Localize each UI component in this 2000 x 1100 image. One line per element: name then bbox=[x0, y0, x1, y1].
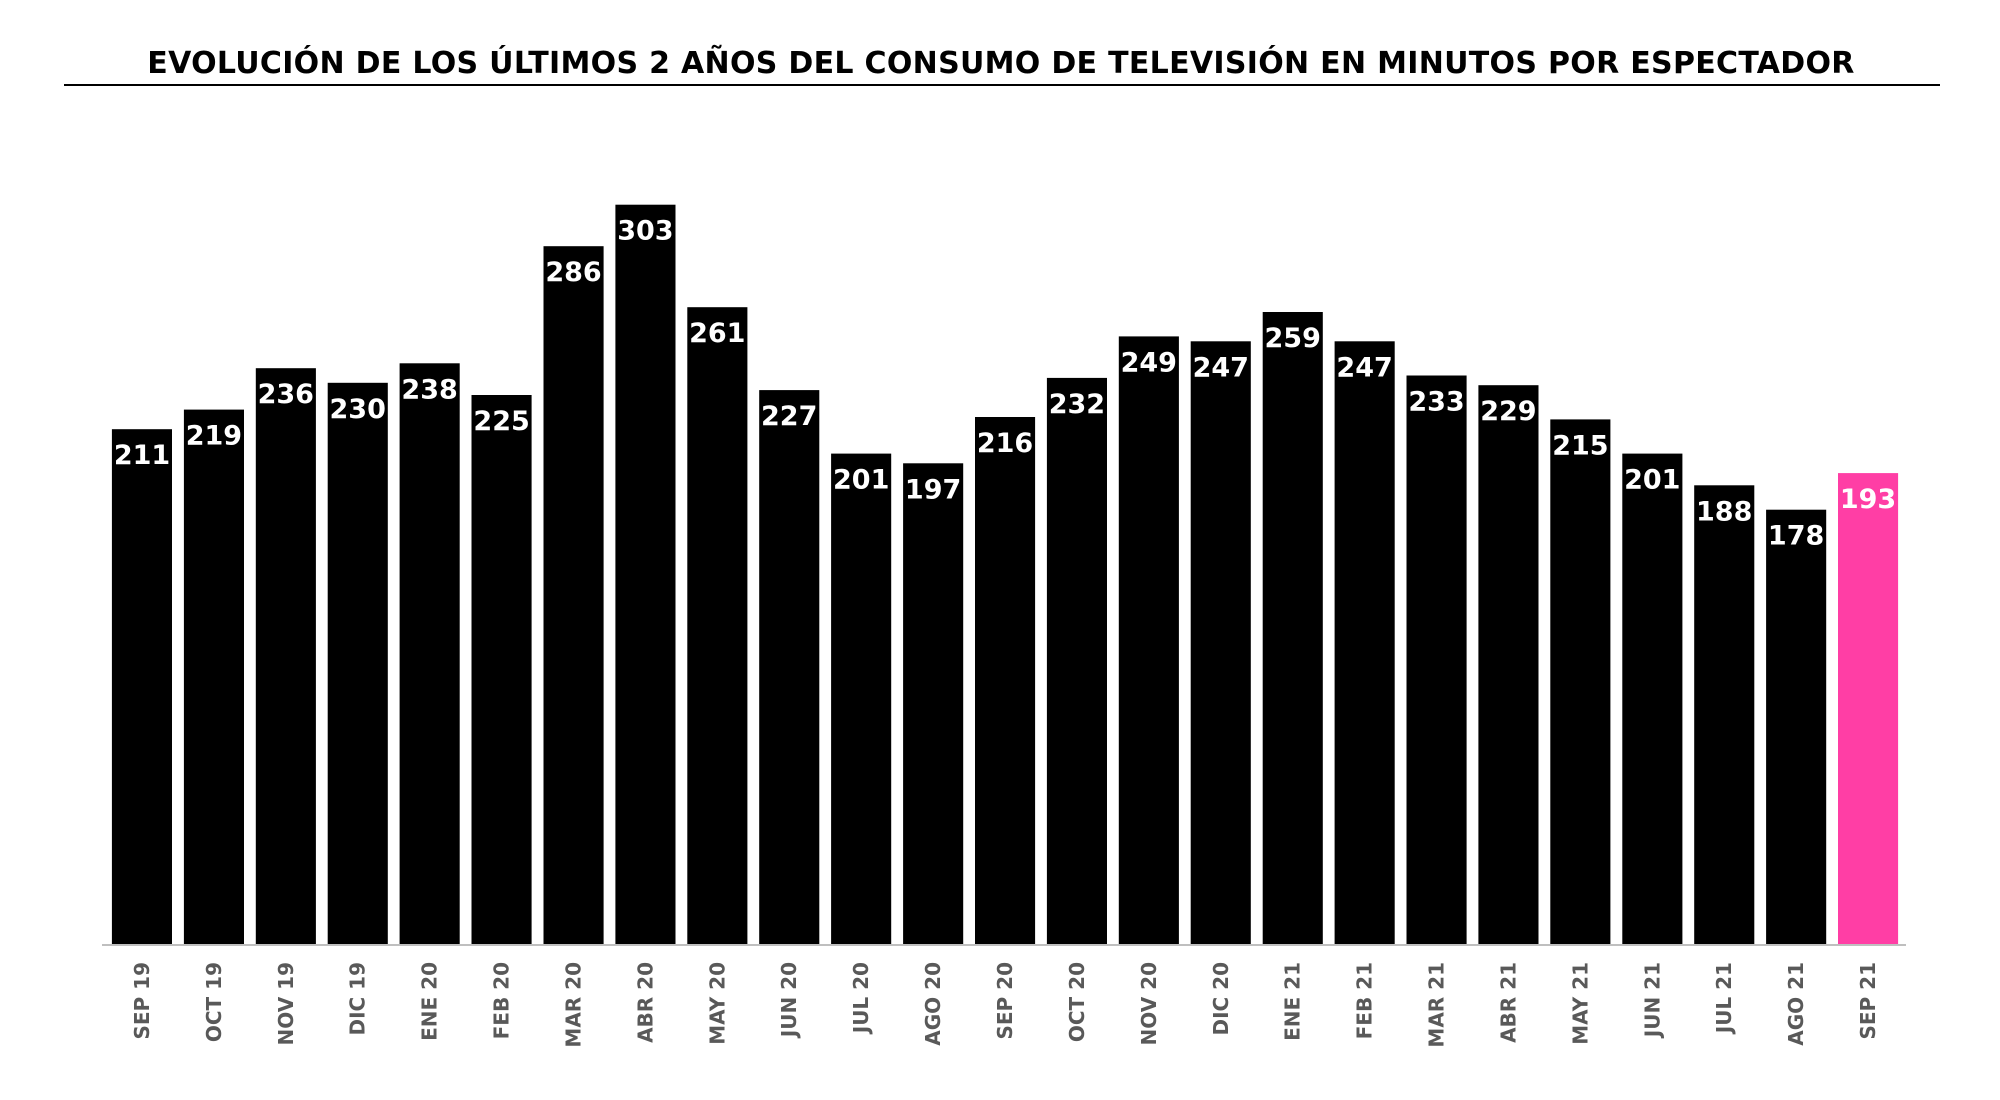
value-label-sep-21: 193 bbox=[1840, 484, 1896, 515]
value-labels-group: 211 219 236 230 238 225 286 303 261 227 201 197 216 2… bbox=[114, 216, 1896, 552]
bar-feb-21 bbox=[1334, 341, 1395, 944]
bar-feb-20 bbox=[471, 395, 532, 944]
x-tick-abr-20: ABR 20 bbox=[633, 962, 657, 1043]
x-tick-abr-21: ABR 21 bbox=[1496, 962, 1520, 1043]
x-tick-jun-21: JUN 21 bbox=[1640, 962, 1664, 1039]
x-tick-mar-21: MAR 21 bbox=[1425, 962, 1449, 1048]
bar-may-21 bbox=[1550, 419, 1611, 944]
bar-sep-20 bbox=[975, 417, 1036, 944]
x-tick-may-20: MAY 20 bbox=[705, 962, 729, 1045]
value-label-jun-20: 227 bbox=[761, 401, 817, 432]
bar-sep-19 bbox=[111, 429, 172, 944]
bar-ago-20 bbox=[903, 463, 964, 944]
value-label-ene-20: 238 bbox=[401, 374, 457, 405]
value-label-jun-21: 201 bbox=[1624, 465, 1680, 496]
value-label-sep-20: 216 bbox=[977, 428, 1033, 459]
bar-jul-21 bbox=[1694, 485, 1755, 944]
bar-jun-20 bbox=[759, 390, 820, 945]
x-tick-oct-19: OCT 19 bbox=[202, 962, 226, 1042]
value-label-mar-20: 286 bbox=[545, 257, 601, 288]
x-tick-dic-19: DIC 19 bbox=[346, 962, 370, 1036]
bar-nov-20 bbox=[1118, 336, 1179, 944]
x-tick-mar-20: MAR 20 bbox=[562, 962, 586, 1048]
bar-oct-20 bbox=[1046, 377, 1107, 944]
value-label-abr-21: 229 bbox=[1480, 396, 1536, 427]
x-tick-sep-21: SEP 21 bbox=[1856, 962, 1880, 1040]
x-tick-sep-19: SEP 19 bbox=[130, 962, 154, 1040]
x-tick-ene-20: ENE 20 bbox=[418, 962, 442, 1041]
bar-jul-20 bbox=[831, 453, 892, 944]
x-tick-nov-20: NOV 20 bbox=[1137, 962, 1161, 1045]
x-tick-ago-20: AGO 20 bbox=[921, 962, 945, 1046]
x-tick-dic-20: DIC 20 bbox=[1209, 962, 1233, 1036]
value-label-mar-21: 233 bbox=[1408, 387, 1464, 418]
value-label-oct-19: 219 bbox=[186, 421, 242, 452]
value-label-ago-20: 197 bbox=[905, 474, 961, 505]
bar-ene-20 bbox=[399, 363, 460, 944]
value-label-nov-19: 236 bbox=[258, 379, 314, 410]
bar-dic-19 bbox=[327, 382, 388, 944]
x-tick-jul-21: JUL 21 bbox=[1712, 962, 1736, 1035]
x-tick-ene-21: ENE 21 bbox=[1281, 962, 1305, 1041]
value-label-nov-20: 249 bbox=[1121, 347, 1177, 378]
bar-oct-19 bbox=[183, 409, 244, 945]
bar-abr-21 bbox=[1478, 385, 1539, 944]
chart-title: EVOLUCIÓN DE LOS ÚLTIMOS 2 AÑOS DEL CONS… bbox=[147, 46, 1855, 81]
value-label-ago-21: 178 bbox=[1768, 521, 1824, 552]
x-tick-may-21: MAY 21 bbox=[1568, 962, 1592, 1045]
x-tick-nov-19: NOV 19 bbox=[274, 962, 298, 1045]
bars-group bbox=[111, 204, 1899, 945]
title-underline bbox=[64, 84, 1940, 86]
bar-dic-20 bbox=[1190, 341, 1251, 944]
bar-ago-21 bbox=[1766, 509, 1827, 944]
bar-may-20 bbox=[687, 307, 748, 944]
value-label-sep-19: 211 bbox=[114, 440, 170, 471]
bar-jun-21 bbox=[1622, 453, 1683, 944]
value-label-ene-21: 259 bbox=[1265, 323, 1321, 354]
bar-mar-21 bbox=[1406, 375, 1467, 944]
x-tick-oct-20: OCT 20 bbox=[1065, 962, 1089, 1042]
value-label-abr-20: 303 bbox=[617, 216, 673, 247]
bar-mar-20 bbox=[543, 246, 604, 944]
bar-sep-21 bbox=[1838, 473, 1899, 944]
x-tick-feb-20: FEB 20 bbox=[490, 962, 514, 1039]
x-tick-jul-20: JUL 20 bbox=[849, 962, 873, 1035]
value-label-feb-21: 247 bbox=[1336, 352, 1392, 383]
x-tick-jun-20: JUN 20 bbox=[777, 962, 801, 1039]
bar-nov-19 bbox=[255, 368, 316, 944]
x-tick-feb-21: FEB 21 bbox=[1353, 962, 1377, 1039]
x-tick-labels-group: SEP 19 OCT 19 NOV 19 DIC 19 ENE 20 FEB 20 MAR … bbox=[130, 962, 1880, 1048]
value-label-jul-21: 188 bbox=[1696, 496, 1752, 527]
value-label-dic-19: 230 bbox=[330, 394, 386, 425]
bar-ene-21 bbox=[1262, 312, 1323, 944]
value-label-dic-20: 247 bbox=[1193, 352, 1249, 383]
value-label-may-21: 215 bbox=[1552, 430, 1608, 461]
value-label-feb-20: 225 bbox=[473, 406, 529, 437]
value-label-oct-20: 232 bbox=[1049, 389, 1105, 420]
value-label-jul-20: 201 bbox=[833, 465, 889, 496]
x-tick-sep-20: SEP 20 bbox=[993, 962, 1017, 1040]
x-tick-ago-21: AGO 21 bbox=[1784, 962, 1808, 1046]
value-label-may-20: 261 bbox=[689, 318, 745, 349]
bar-abr-20 bbox=[615, 204, 676, 944]
